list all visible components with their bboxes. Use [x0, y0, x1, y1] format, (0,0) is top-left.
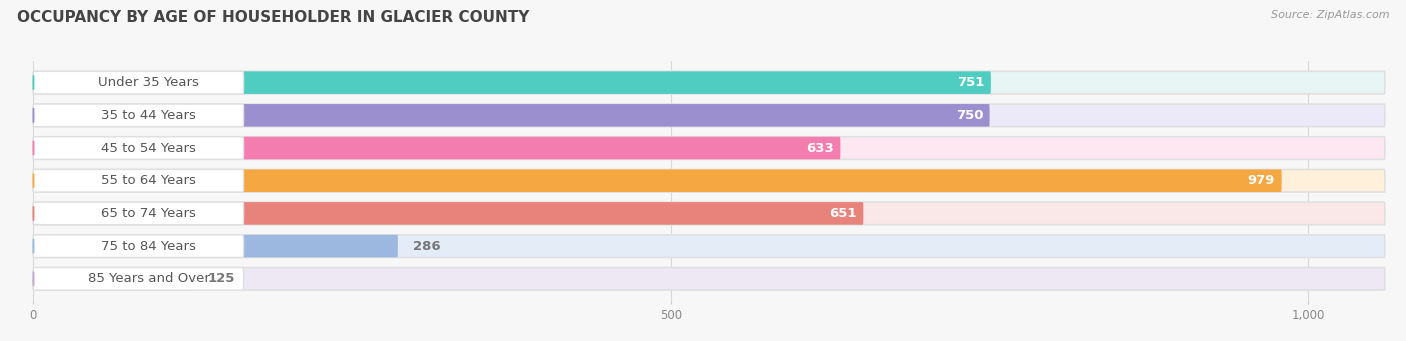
Text: 633: 633: [806, 142, 834, 154]
FancyBboxPatch shape: [34, 104, 243, 127]
Text: OCCUPANCY BY AGE OF HOUSEHOLDER IN GLACIER COUNTY: OCCUPANCY BY AGE OF HOUSEHOLDER IN GLACI…: [17, 10, 529, 25]
FancyBboxPatch shape: [34, 268, 1385, 290]
FancyBboxPatch shape: [34, 104, 990, 127]
FancyBboxPatch shape: [34, 202, 863, 225]
Text: 651: 651: [830, 207, 858, 220]
FancyBboxPatch shape: [34, 71, 243, 94]
Text: 979: 979: [1249, 174, 1275, 187]
Text: 75 to 84 Years: 75 to 84 Years: [101, 240, 197, 253]
FancyBboxPatch shape: [34, 169, 243, 192]
FancyBboxPatch shape: [34, 71, 1385, 94]
FancyBboxPatch shape: [34, 104, 1385, 127]
FancyBboxPatch shape: [34, 137, 1385, 159]
Text: 65 to 74 Years: 65 to 74 Years: [101, 207, 197, 220]
Text: 125: 125: [208, 272, 235, 285]
FancyBboxPatch shape: [34, 235, 1385, 257]
Text: 286: 286: [413, 240, 441, 253]
FancyBboxPatch shape: [34, 71, 991, 94]
Text: 751: 751: [957, 76, 984, 89]
FancyBboxPatch shape: [34, 169, 1282, 192]
Text: 45 to 54 Years: 45 to 54 Years: [101, 142, 197, 154]
FancyBboxPatch shape: [34, 268, 243, 290]
FancyBboxPatch shape: [34, 169, 1385, 192]
Text: 85 Years and Over: 85 Years and Over: [89, 272, 209, 285]
Text: Under 35 Years: Under 35 Years: [98, 76, 200, 89]
FancyBboxPatch shape: [34, 137, 243, 159]
Text: 55 to 64 Years: 55 to 64 Years: [101, 174, 197, 187]
FancyBboxPatch shape: [34, 137, 841, 159]
Text: 35 to 44 Years: 35 to 44 Years: [101, 109, 197, 122]
Text: Source: ZipAtlas.com: Source: ZipAtlas.com: [1271, 10, 1389, 20]
Text: 750: 750: [956, 109, 983, 122]
FancyBboxPatch shape: [34, 268, 193, 290]
FancyBboxPatch shape: [34, 202, 1385, 225]
FancyBboxPatch shape: [34, 235, 243, 257]
FancyBboxPatch shape: [34, 235, 398, 257]
FancyBboxPatch shape: [34, 202, 243, 225]
